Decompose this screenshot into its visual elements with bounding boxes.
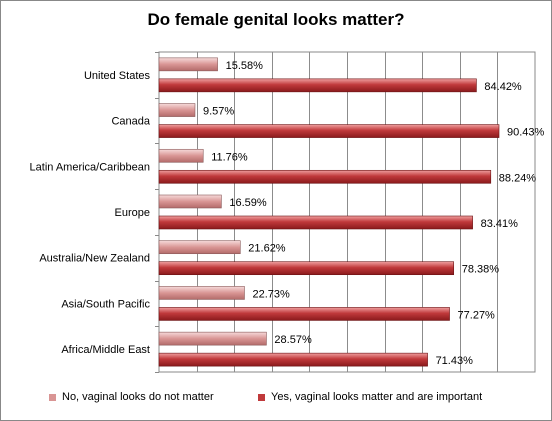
data-label: 88.24% — [499, 172, 537, 184]
data-label: 22.73% — [252, 288, 290, 300]
data-label: 90.43% — [507, 127, 545, 139]
labels: 15.58% 84.42% United States 9.57% 90.43% Cana… — [30, 60, 545, 367]
category-label: Africa/Middle East — [61, 344, 150, 356]
gridlines — [155, 51, 536, 373]
data-label: 83.41% — [481, 218, 519, 230]
bar-yes — [158, 307, 450, 321]
legend-item-no: No, vaginal looks do not matter — [49, 391, 214, 403]
bar-yes — [158, 169, 492, 184]
data-label: 15.58% — [226, 60, 264, 72]
category-label: Latin America/Caribbean — [30, 161, 150, 173]
category-label: Asia/South Pacific — [61, 298, 150, 310]
category-label: Australia/New Zealand — [39, 253, 150, 265]
bars — [158, 57, 500, 367]
data-label: 84.42% — [484, 81, 522, 93]
legend-item-yes: Yes, vaginal looks matter and are import… — [258, 391, 482, 403]
data-label: 71.43% — [436, 355, 474, 367]
bar-yes — [158, 261, 455, 276]
legend-swatch-no — [49, 393, 56, 401]
data-label: 16.59% — [229, 197, 267, 209]
category-label: United States — [84, 70, 151, 82]
bar-yes — [158, 78, 477, 93]
data-label: 77.27% — [458, 309, 496, 321]
category-label: Canada — [111, 116, 150, 128]
bar-no — [158, 331, 267, 346]
bar-no — [158, 194, 222, 209]
category-label: Europe — [115, 207, 150, 219]
legend: No, vaginal looks do not matter Yes, vag… — [0, 389, 552, 409]
bar-yes — [158, 215, 473, 230]
legend-label-no: No, vaginal looks do not matter — [62, 391, 214, 403]
bar-no — [158, 103, 196, 117]
bar-no — [158, 240, 241, 255]
bar-no — [158, 148, 204, 163]
data-label: 28.57% — [274, 334, 312, 346]
data-label: 11.76% — [211, 151, 248, 163]
legend-label-yes: Yes, vaginal looks matter and are import… — [271, 391, 483, 403]
chart-title: Do female genital looks matter? — [147, 10, 405, 29]
data-label: 9.57% — [203, 106, 234, 118]
data-label: 78.38% — [462, 264, 500, 276]
bar-yes — [158, 124, 500, 138]
bar-yes — [158, 352, 428, 367]
legend-swatch-yes — [258, 393, 265, 401]
bar-no — [158, 286, 245, 300]
data-label: 21.62% — [248, 243, 286, 255]
bar-no — [158, 57, 218, 72]
